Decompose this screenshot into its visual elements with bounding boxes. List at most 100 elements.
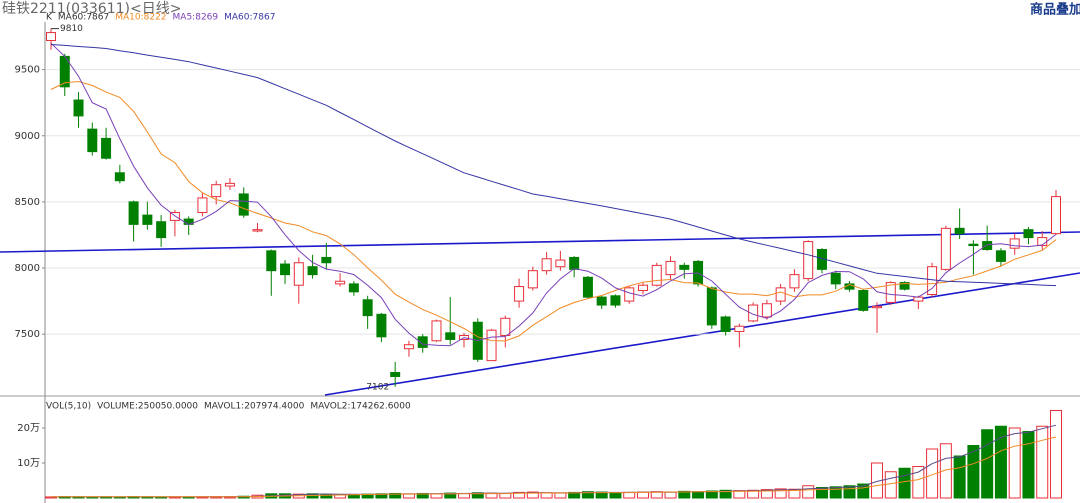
candle-body: [803, 241, 814, 280]
volume-bar: [1036, 425, 1049, 499]
volume-bar: [912, 466, 925, 499]
candle-body: [280, 263, 291, 276]
volume-bar: [609, 492, 622, 499]
volume-bar: [540, 492, 553, 499]
legend-label: MA60:7867: [224, 13, 275, 23]
legend-label: MA5:8269: [173, 13, 219, 23]
overlay-button[interactable]: 商品叠加: [1030, 2, 1080, 18]
volume-bar: [705, 490, 718, 499]
candle-body: [734, 325, 745, 333]
y-tick-label: 8500: [15, 197, 40, 208]
volume-bar: [513, 491, 526, 499]
candle-body: [101, 137, 112, 159]
volume-bar: [981, 429, 994, 499]
volume-bar: [1050, 409, 1062, 499]
y-tick-label: 10万: [17, 458, 40, 469]
candle-body: [665, 260, 676, 276]
candle-body: [940, 227, 951, 270]
volume-bar: [760, 489, 773, 499]
volume-bar: [829, 486, 842, 499]
volume-bar: [471, 492, 484, 499]
candle-body: [541, 258, 552, 272]
candle-body: [982, 241, 993, 251]
candle-body: [582, 276, 593, 298]
candle-body: [899, 282, 910, 290]
candle-body: [596, 296, 607, 306]
volume-bar: [1022, 431, 1035, 499]
ma-line: [50, 42, 1057, 347]
volume-bar: [939, 443, 952, 499]
y-tick-label: 8000: [15, 263, 40, 274]
candle-body: [431, 320, 442, 342]
volume-bar: [898, 467, 911, 499]
volume-bar: [389, 492, 402, 499]
candle-body: [527, 270, 538, 289]
candle-body: [142, 214, 153, 225]
header-label: MA60:7867: [58, 13, 109, 23]
candle-body: [211, 184, 222, 198]
header-label: VOL(5,10): [46, 402, 91, 412]
candle-body: [872, 305, 883, 309]
candle-body: [885, 282, 896, 303]
candle-body: [348, 283, 359, 293]
candle-body: [775, 287, 786, 302]
candle-body: [321, 256, 332, 264]
candle-body: [445, 332, 456, 340]
candle-body: [376, 313, 387, 338]
volume-bar: [815, 487, 828, 499]
candle-body: [514, 286, 525, 302]
candle-body: [569, 256, 580, 270]
candle-body: [624, 287, 635, 302]
candle-body: [46, 32, 56, 42]
candle-body: [610, 295, 621, 306]
y-tick-label: 9000: [15, 131, 40, 142]
high-annotation: 9810: [60, 24, 83, 34]
chart-title: 硅铁2211(033611)<日线>: [2, 1, 181, 17]
candle-body: [830, 272, 841, 285]
header-label: MAVOL1:207974.4000: [204, 402, 305, 412]
volume-bar: [719, 489, 732, 499]
candle-body: [156, 221, 167, 239]
candle-body: [954, 227, 965, 235]
volume-bar: [581, 491, 594, 499]
candle-body: [114, 172, 125, 182]
volume-bar: [926, 448, 939, 499]
volume-bar: [678, 490, 691, 499]
ma-line: [51, 436, 1057, 498]
candle-body: [128, 201, 139, 225]
volume-bar: [554, 492, 567, 499]
volume-bar: [802, 485, 815, 499]
y-tick-label: 7500: [15, 329, 40, 340]
candle-body: [87, 128, 98, 153]
candle-body: [555, 259, 566, 268]
volume-bar: [967, 445, 980, 499]
candle-body: [486, 329, 497, 362]
volume-bar: [857, 483, 870, 499]
candle-body: [651, 264, 662, 286]
volume-bar: [843, 485, 856, 499]
candle-body: [748, 304, 759, 322]
candle-body: [73, 99, 84, 117]
y-tick-label: 20万: [17, 423, 40, 434]
header-label: VOLUME:250050.0000: [97, 402, 198, 412]
candle-body: [500, 317, 511, 336]
candle-body: [293, 262, 304, 286]
header-label: MAVOL2:174262.6000: [310, 402, 411, 412]
volume-bar: [623, 491, 636, 499]
volume-bar: [526, 491, 539, 499]
volume-bar: [953, 455, 966, 499]
volume-bar: [774, 488, 787, 499]
candle-body: [335, 280, 346, 285]
volume-bar: [499, 492, 512, 499]
candle-body: [913, 296, 924, 302]
candle-body: [679, 264, 690, 270]
candle-body: [858, 290, 869, 311]
volume-bar: [884, 471, 897, 499]
volume-bar: [994, 425, 1007, 499]
candle-body: [252, 229, 263, 232]
candle-body: [720, 316, 731, 333]
candle-body: [1051, 196, 1061, 235]
candle-body: [761, 303, 772, 318]
